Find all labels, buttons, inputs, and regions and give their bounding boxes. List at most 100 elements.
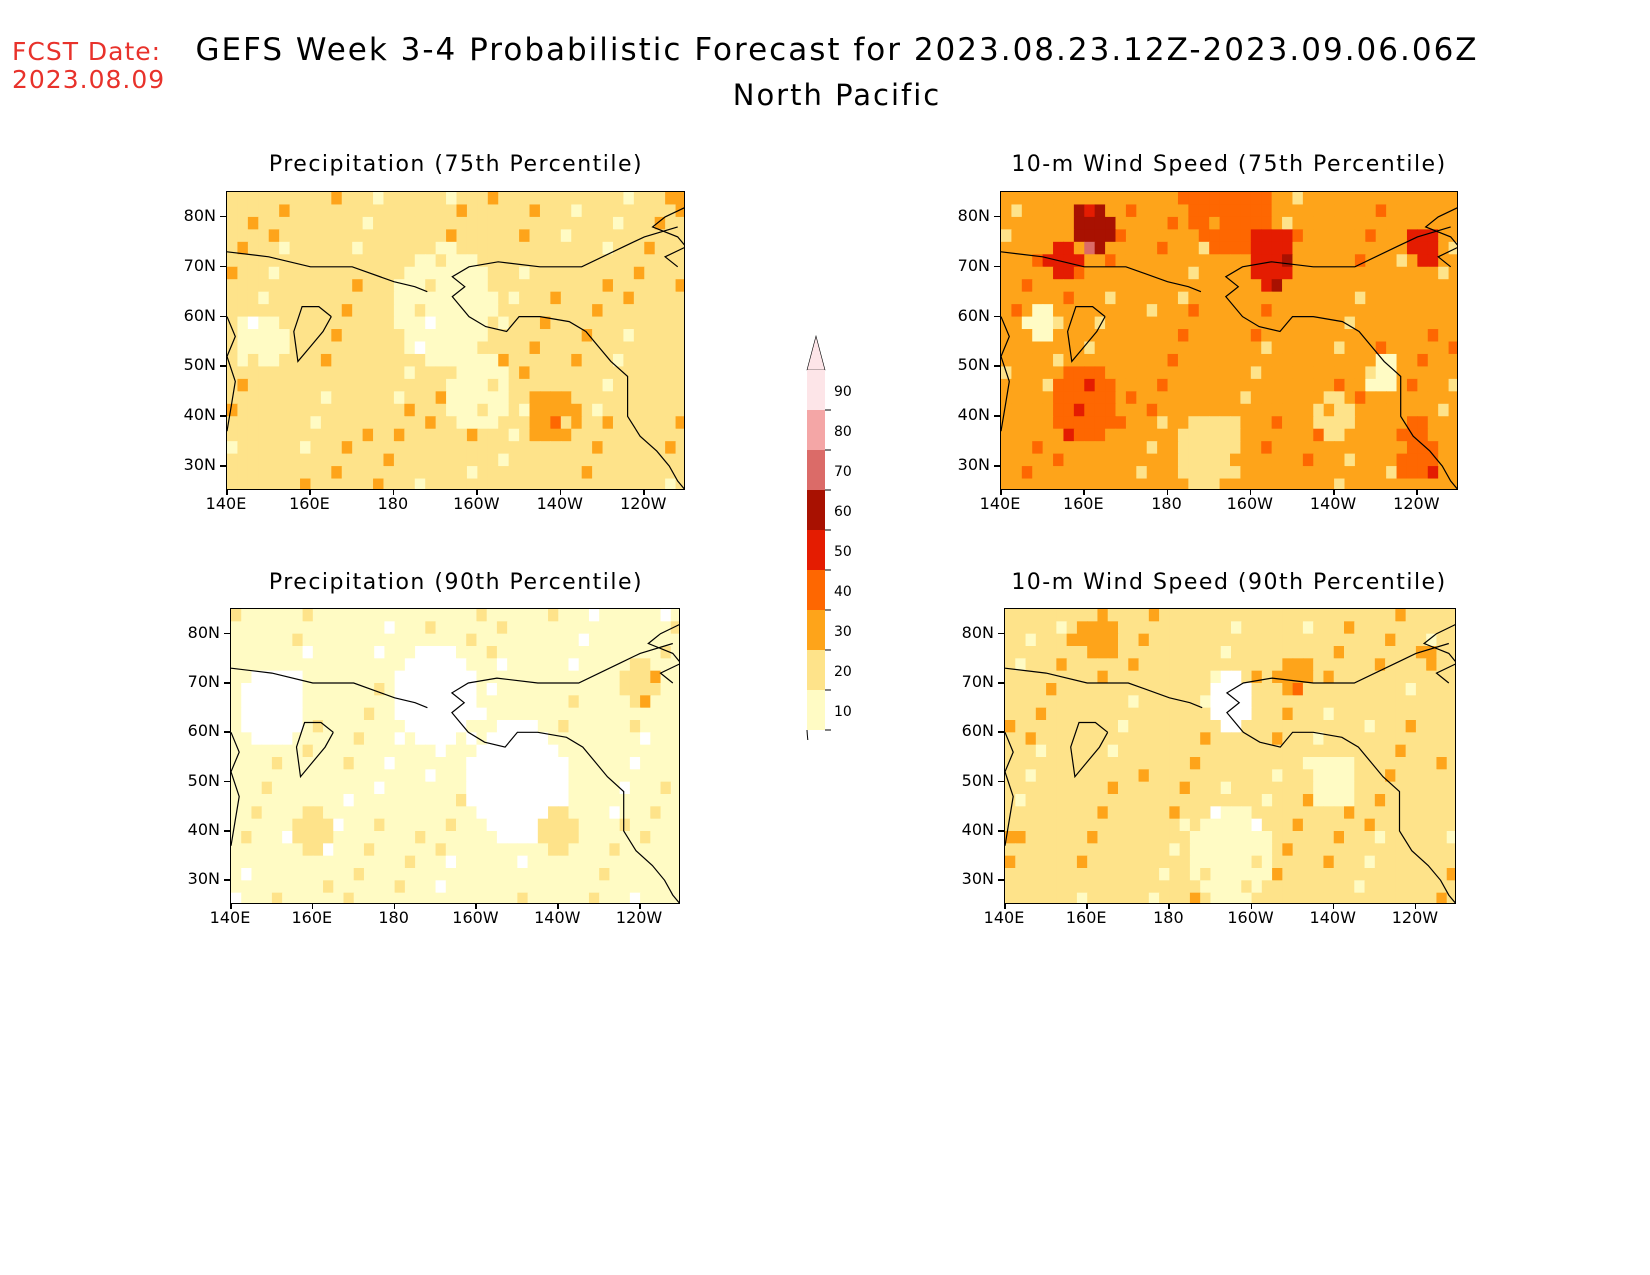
field-cell: [1354, 855, 1366, 869]
field-cell: [1344, 806, 1355, 820]
field-cell: [302, 683, 314, 696]
field-cell: [1250, 366, 1262, 380]
field-cell: [1076, 720, 1088, 733]
field-cell: [1364, 744, 1376, 758]
field-cell: [1097, 621, 1109, 635]
field-cell: [548, 732, 559, 746]
field-cell: [1417, 279, 1429, 293]
field-cell: [1272, 855, 1283, 869]
field-cell: [1241, 757, 1253, 770]
field-cell: [519, 329, 531, 343]
field-cell: [1056, 707, 1068, 721]
field-cell: [1167, 279, 1179, 293]
field-cell: [362, 403, 374, 417]
field-cell: [1436, 855, 1448, 869]
field-cell: [312, 892, 324, 903]
field-cell: [302, 720, 314, 733]
field-cell: [435, 794, 447, 807]
field-cell: [1094, 478, 1106, 489]
field-cell: [519, 416, 531, 430]
field-cell: [384, 670, 396, 684]
field-cell: [435, 266, 447, 280]
field-cell: [1063, 291, 1075, 305]
field-cell: [1066, 670, 1078, 684]
field-cell: [279, 378, 291, 392]
field-cell: [527, 744, 539, 758]
field-cell: [1365, 229, 1377, 243]
field-cell: [1365, 403, 1377, 417]
field-cell: [1136, 403, 1148, 417]
field-cell: [517, 658, 529, 672]
field-cell: [623, 416, 635, 430]
field-cell: [1146, 366, 1158, 380]
field-cell: [633, 329, 645, 343]
field-cell: [1198, 266, 1210, 280]
field-cell: [550, 254, 562, 268]
field-cell: [353, 646, 365, 659]
field-cell: [496, 831, 508, 844]
field-cell: [414, 229, 426, 243]
field-cell: [1097, 646, 1109, 659]
field-cell: [268, 378, 280, 392]
field-cell: [588, 695, 600, 709]
field-cell: [446, 453, 458, 467]
field-cell: [1261, 316, 1273, 330]
field-cell: [435, 453, 447, 467]
field-cell: [571, 391, 583, 405]
field-cell: [310, 441, 322, 455]
field-cell: [1200, 646, 1212, 659]
field-cell: [1011, 403, 1023, 417]
field-cell: [1105, 192, 1117, 206]
field-cell: [1438, 403, 1450, 417]
field-cell: [445, 695, 457, 709]
field-cell: [1333, 707, 1345, 721]
field-cell: [665, 304, 677, 318]
field-cell: [1426, 818, 1438, 832]
field-cell: [1395, 646, 1407, 659]
field-cell: [1344, 329, 1356, 343]
field-cell: [486, 769, 498, 783]
field-cell: [1179, 621, 1191, 635]
field-cell: [341, 241, 353, 255]
field-cell: [320, 192, 332, 206]
field-cell: [292, 646, 304, 659]
field-cell: [560, 254, 572, 268]
field-cell: [1073, 216, 1085, 230]
field-cell: [1271, 366, 1283, 380]
field-cell: [383, 204, 395, 218]
field-cell: [1333, 695, 1345, 709]
field-cell: [268, 204, 280, 218]
field-cell: [425, 229, 437, 243]
field-cell: [1292, 633, 1304, 647]
field-cell: [1210, 843, 1222, 857]
field-cell: [404, 266, 416, 280]
field-cell: [1220, 818, 1232, 832]
field-cell: [1005, 818, 1016, 832]
field-cell: [1344, 341, 1356, 355]
field-cell: [568, 818, 580, 832]
field-cell: [1128, 707, 1140, 721]
field-cell: [1209, 216, 1221, 230]
field-cell: [1385, 831, 1396, 844]
field-cell: [1148, 868, 1160, 881]
field-cell: [609, 744, 621, 758]
field-cell: [571, 254, 583, 268]
field-cell: [539, 416, 551, 430]
field-cell: [640, 868, 651, 881]
field-cell: [508, 353, 520, 368]
field-cell: [374, 806, 386, 820]
colorbar-segment: [807, 650, 825, 690]
field-cell: [1250, 304, 1262, 318]
field-cell: [343, 633, 355, 647]
field-cell: [548, 658, 559, 672]
field-cell: [1406, 279, 1418, 293]
field-cell: [578, 794, 590, 807]
field-cell: [496, 658, 508, 672]
field-cell: [507, 695, 518, 709]
field-cell: [487, 378, 499, 392]
lat-tick-label: 70N: [957, 255, 990, 275]
field-cell: [261, 769, 273, 783]
field-cell: [445, 818, 457, 832]
field-cell: [1219, 378, 1231, 392]
field-cell: [1128, 831, 1140, 844]
